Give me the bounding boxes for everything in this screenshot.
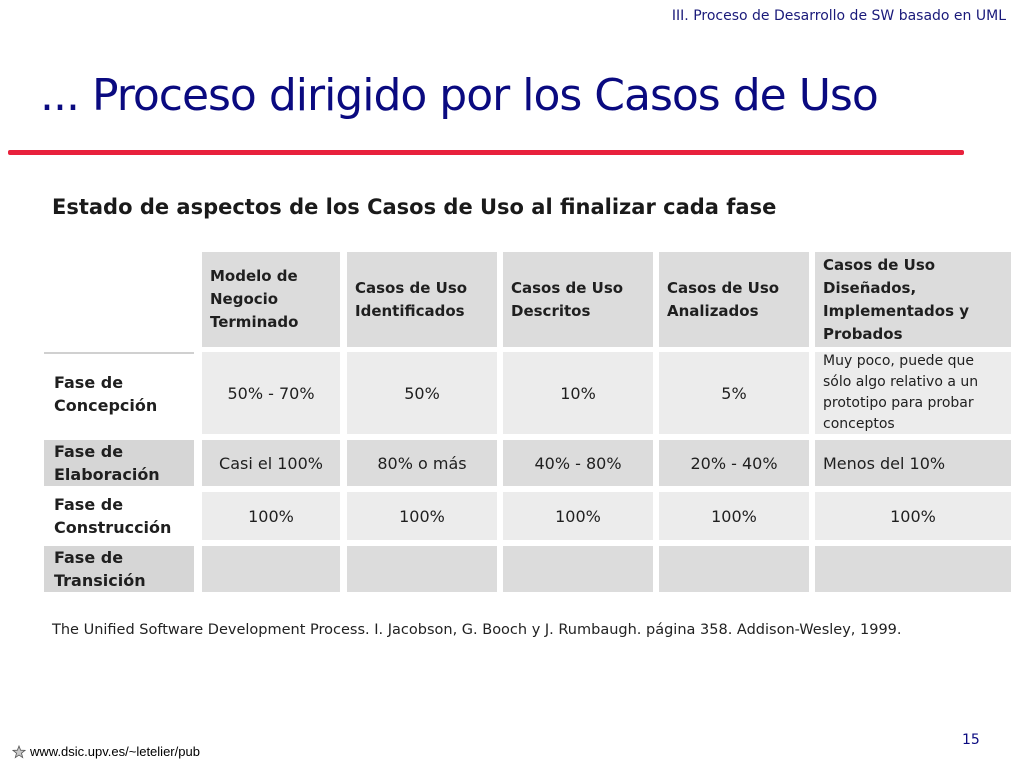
table-heading: Estado de aspectos de los Casos de Uso a… bbox=[52, 195, 777, 219]
column-header-line: Analizados bbox=[667, 301, 759, 320]
column-header-line: Descritos bbox=[511, 301, 591, 320]
table-cell: 5% bbox=[659, 352, 809, 434]
table-cell: 100% bbox=[659, 492, 809, 540]
table-cell bbox=[202, 546, 340, 592]
note-line: Muy poco, puede que bbox=[823, 353, 974, 369]
row-label: Fase de Transición bbox=[44, 546, 194, 592]
column-header-line: Negocio bbox=[210, 290, 279, 308]
table-cell: 100% bbox=[347, 492, 497, 540]
slide-title: ... Proceso dirigido por los Casos de Us… bbox=[40, 70, 879, 121]
column-header-line: Diseñados, bbox=[823, 278, 917, 297]
table-cell: 20% - 40% bbox=[659, 440, 809, 486]
header-caption: III. Proceso de Desarrollo de SW basado … bbox=[671, 8, 1006, 24]
note-line: sólo algo relativo a un bbox=[823, 374, 979, 390]
table-cell: 10% bbox=[503, 352, 653, 434]
table-cell-note: Muy poco, puede que sólo algo relativo a… bbox=[815, 352, 1011, 434]
row-label-line: Elaboración bbox=[54, 465, 160, 484]
column-header: Casos de Uso Descritos bbox=[503, 252, 653, 347]
table-cell bbox=[659, 546, 809, 592]
note-line: conceptos bbox=[823, 416, 895, 432]
table-cell bbox=[503, 546, 653, 592]
row-label: Fase de Elaboración bbox=[44, 440, 194, 486]
table-cell: 100% bbox=[503, 492, 653, 540]
table-cell: 100% bbox=[202, 492, 340, 540]
column-header: Casos de Uso Analizados bbox=[659, 252, 809, 347]
table-cell: 100% bbox=[815, 492, 1011, 540]
row-label-line: Fase de bbox=[54, 495, 124, 514]
column-header-line: Terminado bbox=[210, 313, 299, 331]
star-logo-icon bbox=[12, 744, 26, 759]
row-label-line: Concepción bbox=[54, 396, 158, 415]
row-label: Fase de Concepción bbox=[44, 352, 194, 434]
column-header: Casos de Uso Identificados bbox=[347, 252, 497, 347]
table-cell: 80% o más bbox=[347, 440, 497, 486]
table-cell: 50% bbox=[347, 352, 497, 434]
table-cell: 50% - 70% bbox=[202, 352, 340, 434]
row-label-line: Transición bbox=[54, 571, 146, 590]
column-header-line: Identificados bbox=[355, 301, 465, 320]
title-divider bbox=[8, 150, 964, 155]
row-label-line: Fase de bbox=[54, 373, 124, 392]
column-header: Modelo de Negocio Terminado bbox=[202, 252, 340, 347]
table-cell: Menos del 10% bbox=[815, 440, 1011, 486]
row-label: Fase de Construcción bbox=[44, 492, 194, 540]
column-header-line: Modelo de bbox=[210, 267, 298, 285]
footer: www.dsic.upv.es/~letelier/pub bbox=[12, 744, 200, 759]
column-header-line: Casos de Uso bbox=[667, 278, 780, 297]
column-header-line: Casos de Uso bbox=[511, 278, 624, 297]
page-number: 15 bbox=[962, 732, 980, 748]
table-cell: 40% - 80% bbox=[503, 440, 653, 486]
column-header-line: Implementados y bbox=[823, 301, 970, 320]
footer-url: www.dsic.upv.es/~letelier/pub bbox=[30, 744, 200, 759]
row-label-line: Fase de bbox=[54, 442, 124, 461]
citation: The Unified Software Development Process… bbox=[52, 622, 902, 638]
column-header-line: Casos de Uso bbox=[355, 278, 468, 297]
row-label-line: Construcción bbox=[54, 518, 172, 537]
table-cell bbox=[347, 546, 497, 592]
table-cell bbox=[815, 546, 1011, 592]
row-label-line: Fase de bbox=[54, 548, 124, 567]
table-cell: Casi el 100% bbox=[202, 440, 340, 486]
column-header: Casos de Uso Diseñados, Implementados y … bbox=[815, 252, 1011, 347]
column-header-line: Probados bbox=[823, 324, 903, 343]
note-line: prototipo para probar bbox=[823, 395, 974, 411]
column-header-line: Casos de Uso bbox=[823, 255, 936, 274]
